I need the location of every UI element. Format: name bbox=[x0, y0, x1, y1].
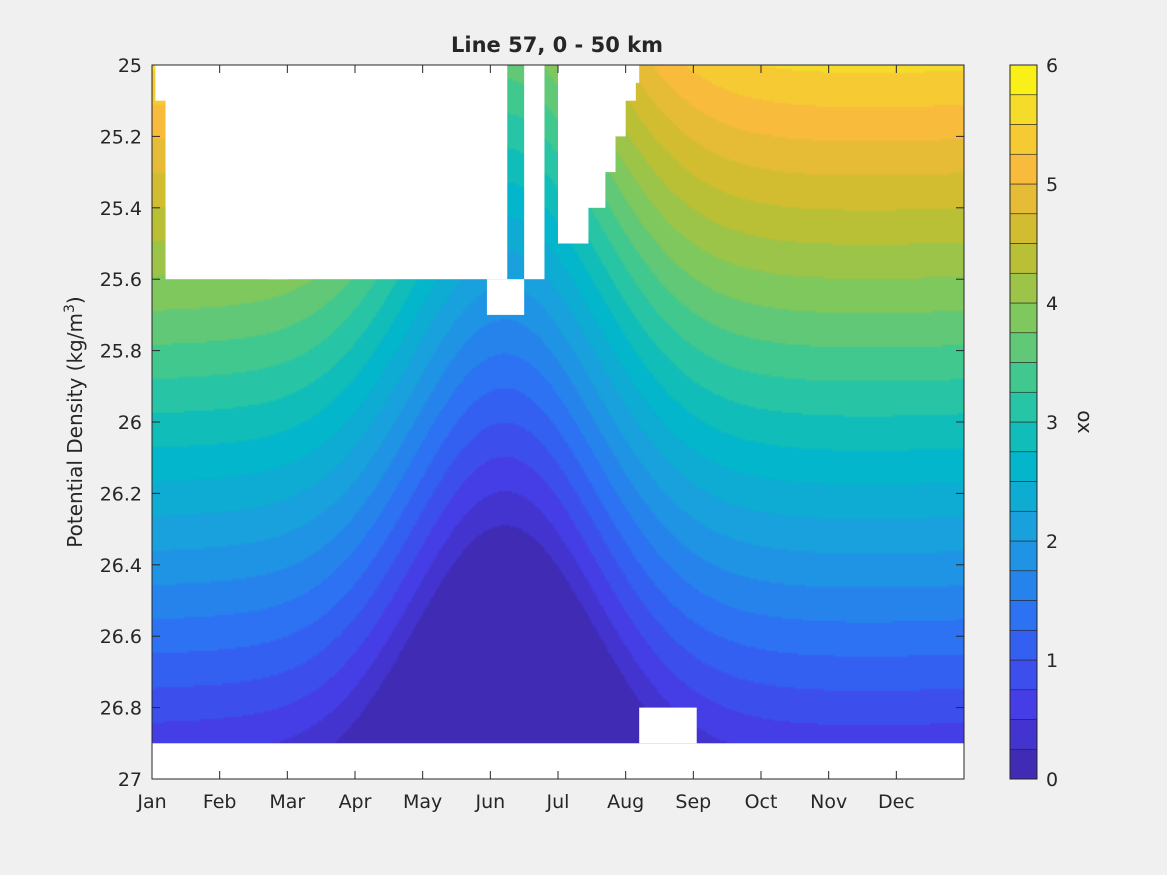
y-tick-label: 25.8 bbox=[100, 341, 142, 363]
colorbar-band bbox=[1009, 243, 1038, 274]
colorbar-band bbox=[1009, 600, 1038, 631]
x-tick-label: Feb bbox=[203, 791, 237, 813]
colorbar-band bbox=[1009, 629, 1038, 661]
colorbar-band bbox=[1009, 421, 1038, 453]
y-axis: 25 25.2 25.4 25.6 25.8 26 26.2 26.4 26.6 26.8 27 bbox=[100, 55, 964, 791]
y-tick-label: 25 bbox=[118, 55, 142, 77]
colorbar-band bbox=[1009, 272, 1038, 304]
mask-surface-gap-jul bbox=[524, 65, 545, 280]
colorbar-band bbox=[1009, 153, 1038, 185]
colorbar-band bbox=[1009, 362, 1038, 393]
y-tick-label: 26.4 bbox=[100, 555, 142, 577]
y-tick-label: 26 bbox=[118, 412, 142, 434]
x-tick-label: Mar bbox=[269, 791, 305, 813]
colorbar: 0 1 2 3 4 5 6 ox bbox=[1009, 55, 1097, 791]
colorbar-box bbox=[1009, 64, 1038, 780]
x-tick-label: Jun bbox=[474, 791, 505, 813]
colorbar-band bbox=[1009, 183, 1038, 215]
x-tick-label: Apr bbox=[339, 791, 372, 813]
colorbar-tick-label: 0 bbox=[1046, 769, 1058, 791]
colorbar-band bbox=[1009, 94, 1038, 125]
y-axis-label-close: ) bbox=[63, 296, 87, 304]
colorbar-band bbox=[1009, 659, 1038, 691]
x-axis: Jan Feb Mar Apr May Jun Jul Aug Sep Oct Nov Dec bbox=[136, 65, 915, 813]
plot-area: Jan Feb Mar Apr May Jun Jul Aug Sep Oct Nov Dec 252… bbox=[100, 55, 965, 813]
colorbar-band bbox=[1009, 64, 1038, 96]
mask-step bbox=[558, 65, 640, 83]
colorbar-band bbox=[1009, 124, 1038, 155]
y-tick-label: 26.6 bbox=[100, 626, 142, 648]
mask-surface-notch-jun bbox=[486, 279, 525, 315]
x-tick-label: Jan bbox=[136, 791, 166, 813]
x-tick-label: Dec bbox=[878, 791, 915, 813]
y-tick-label: 25.2 bbox=[100, 126, 142, 148]
colorbar-band bbox=[1009, 332, 1038, 363]
y-tick-label: 26.2 bbox=[100, 483, 142, 505]
colorbar-bands bbox=[1009, 64, 1038, 780]
colorbar-tick-label: 5 bbox=[1046, 174, 1058, 196]
colorbar-band bbox=[1009, 451, 1038, 482]
colorbar-band bbox=[1009, 570, 1038, 601]
y-axis-label-superscript: 3 bbox=[62, 304, 78, 313]
y-tick-label: 25.4 bbox=[100, 198, 142, 220]
chart-title: Line 57, 0 - 50 km bbox=[451, 33, 663, 57]
y-axis-label-main: Potential Density (kg/m bbox=[63, 313, 87, 548]
colorbar-band bbox=[1009, 748, 1038, 780]
mask-deep-notch-aug bbox=[639, 707, 697, 744]
colorbar-tick-label: 6 bbox=[1046, 55, 1058, 77]
colorbar-tick-label: 2 bbox=[1046, 531, 1058, 553]
colorbar-band bbox=[1009, 481, 1038, 512]
y-axis-label: Potential Density (kg/m3) bbox=[62, 296, 87, 547]
colorbar-band bbox=[1009, 719, 1038, 750]
x-tick-label: Nov bbox=[810, 791, 847, 813]
x-tick-label: May bbox=[403, 791, 442, 813]
x-tick-label: Aug bbox=[607, 791, 644, 813]
y-tick-label: 26.8 bbox=[100, 698, 142, 720]
y-tick-label: 25.6 bbox=[100, 269, 142, 291]
colorbar-band bbox=[1009, 213, 1038, 244]
colorbar-band bbox=[1009, 302, 1038, 334]
colorbar-ticks: 0 1 2 3 4 5 6 bbox=[1046, 55, 1058, 791]
colorbar-tick-label: 4 bbox=[1046, 293, 1058, 315]
y-tick-label: 27 bbox=[118, 769, 142, 791]
x-tick-label: Sep bbox=[675, 791, 711, 813]
colorbar-band bbox=[1009, 540, 1038, 572]
colorbar-label: ox bbox=[1073, 410, 1097, 434]
x-tick-label: Jul bbox=[546, 791, 570, 813]
colorbar-band bbox=[1009, 391, 1038, 423]
colorbar-tick-label: 3 bbox=[1046, 412, 1058, 434]
x-tick-label: Oct bbox=[745, 791, 778, 813]
colorbar-tick-label: 1 bbox=[1046, 650, 1058, 672]
mask-step bbox=[267, 65, 288, 280]
colorbar-band bbox=[1009, 689, 1038, 720]
colorbar-band bbox=[1009, 510, 1038, 542]
